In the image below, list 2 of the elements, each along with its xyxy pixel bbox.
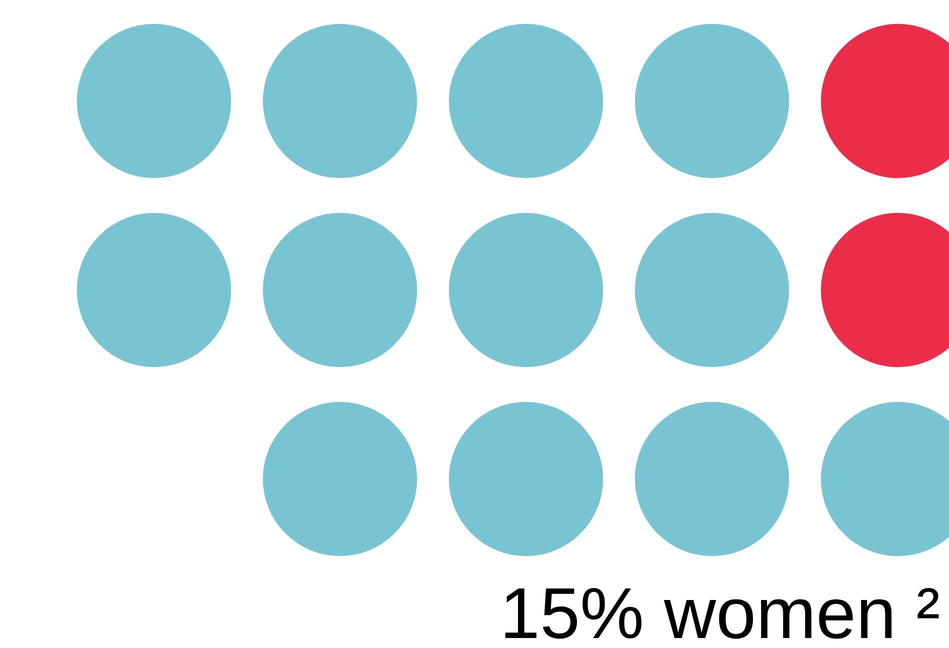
data-label: 15 [500,574,580,648]
category-label: % women ² [580,574,940,648]
